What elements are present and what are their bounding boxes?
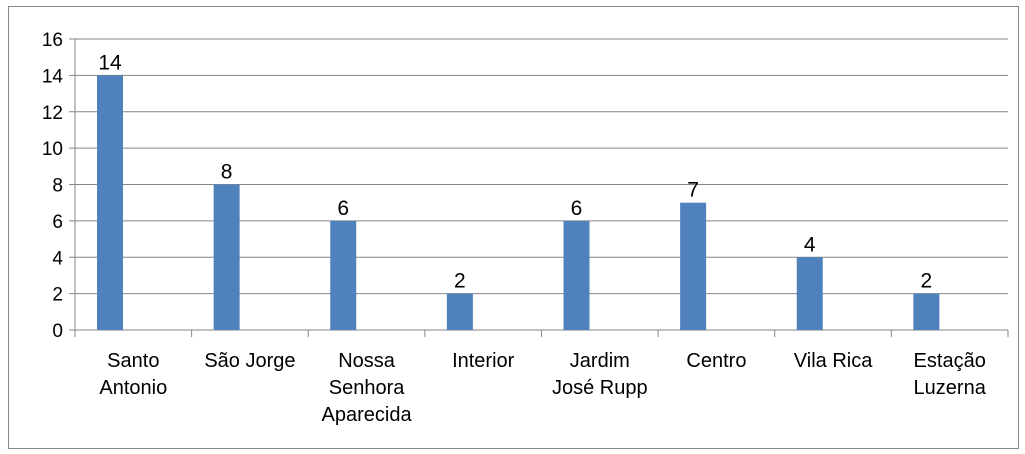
x-category-label: Aparecida <box>322 404 413 426</box>
x-category-label: José Rupp <box>552 377 648 399</box>
x-category-label: Estação <box>914 350 986 372</box>
x-category-label: São Jorge <box>204 350 295 372</box>
bar <box>330 220 357 330</box>
y-tick-label: 2 <box>52 285 63 306</box>
data-label: 8 <box>221 161 233 184</box>
data-label: 4 <box>804 233 816 256</box>
data-label: 6 <box>337 197 349 220</box>
data-label: 7 <box>687 179 699 202</box>
x-category-label: Luzerna <box>914 377 987 399</box>
bar <box>446 293 473 330</box>
y-tick-label: 16 <box>42 30 63 51</box>
bar <box>563 220 590 330</box>
x-category-label: Santo <box>107 350 159 372</box>
y-tick-label: 8 <box>52 176 63 197</box>
chart-frame <box>8 6 1019 449</box>
y-tick-label: 6 <box>52 212 63 233</box>
y-tick-label: 0 <box>52 321 63 342</box>
y-tick-label: 12 <box>42 103 63 124</box>
data-label: 6 <box>571 197 583 220</box>
x-category-label: Centro <box>686 350 746 372</box>
data-label: 2 <box>454 270 466 293</box>
data-label: 14 <box>98 51 122 74</box>
x-category-label: Vila Rica <box>794 350 873 372</box>
bar <box>213 184 240 330</box>
x-category-label: Jardim <box>570 350 630 372</box>
y-tick-label: 4 <box>52 248 63 269</box>
bar <box>680 202 707 330</box>
bar <box>796 257 823 330</box>
y-tick-label: 10 <box>42 139 63 160</box>
x-category-label: Nossa <box>338 350 396 372</box>
x-category-label: Senhora <box>329 377 405 399</box>
data-label: 2 <box>921 270 933 293</box>
y-tick-label: 14 <box>42 66 64 87</box>
x-category-label: Antonio <box>99 377 167 399</box>
x-category-label: Interior <box>452 350 515 372</box>
bar <box>97 75 123 330</box>
bar <box>913 293 940 330</box>
